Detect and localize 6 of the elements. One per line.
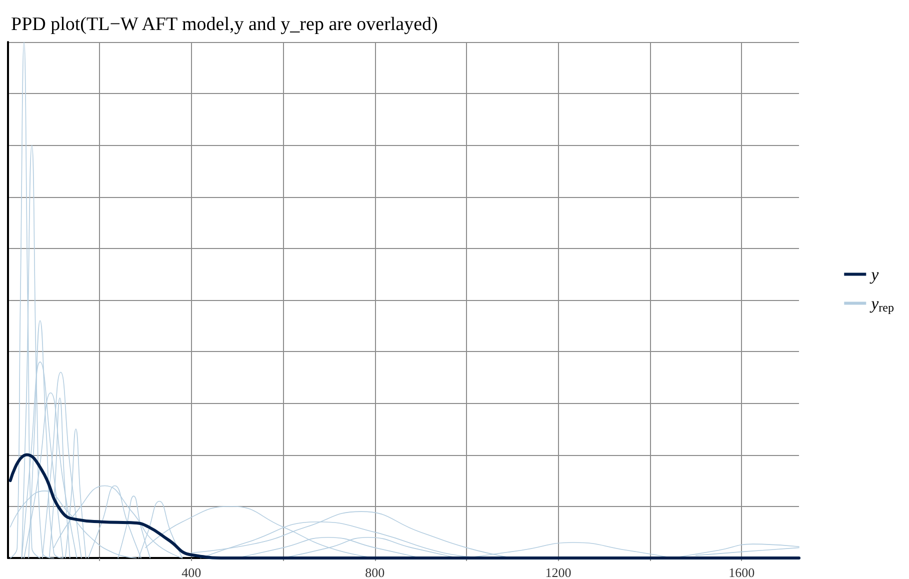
legend-label: y xyxy=(869,264,880,284)
chart-title: PPD plot(TL−W AFT model,y and y_rep are overlayed) xyxy=(11,14,438,35)
x-tick-label: 1200 xyxy=(545,565,572,579)
x-tick-label: 800 xyxy=(365,565,385,579)
x-tick-label: 1600 xyxy=(728,565,755,579)
x-tick-label: 400 xyxy=(182,565,202,579)
